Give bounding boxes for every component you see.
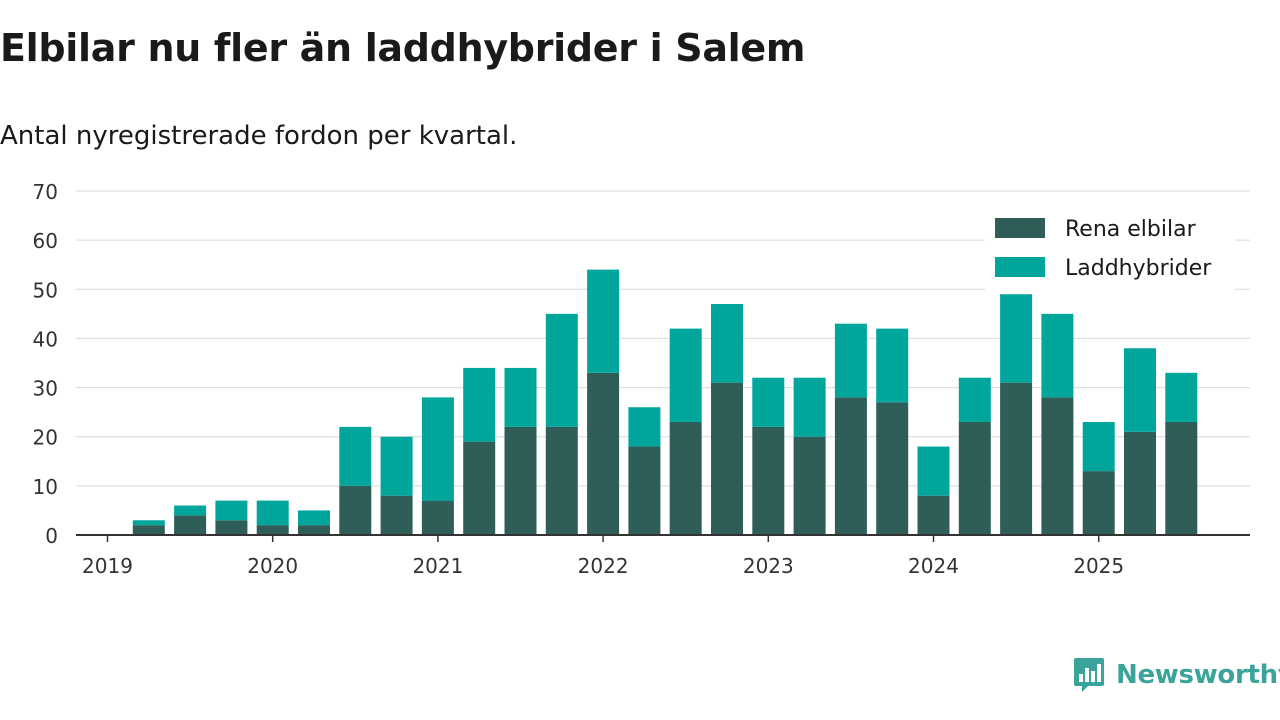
bar-rena-elbilar[interactable] bbox=[793, 436, 826, 535]
bar-rena-elbilar[interactable] bbox=[1082, 471, 1115, 535]
bar-laddhybrider[interactable] bbox=[1165, 372, 1198, 422]
bar-rena-elbilar[interactable] bbox=[1165, 421, 1198, 535]
legend: Rena elbilar Laddhybrider bbox=[985, 208, 1235, 290]
bar-laddhybrider[interactable] bbox=[256, 500, 289, 526]
bar-rena-elbilar[interactable] bbox=[504, 426, 537, 535]
y-tick-label: 20 bbox=[33, 426, 58, 450]
bar-laddhybrider[interactable] bbox=[669, 328, 702, 422]
bar-rena-elbilar[interactable] bbox=[1124, 431, 1156, 535]
bar-rena-elbilar[interactable] bbox=[958, 421, 991, 535]
x-tick-label: 2025 bbox=[1073, 554, 1124, 578]
bar-laddhybrider[interactable] bbox=[1082, 421, 1115, 472]
bar-laddhybrider[interactable] bbox=[958, 377, 991, 422]
newsworthy-logo-text: Newsworthy bbox=[1116, 660, 1280, 690]
x-tick-label: 2022 bbox=[578, 554, 629, 578]
bar-rena-elbilar[interactable] bbox=[711, 382, 743, 535]
bar-laddhybrider[interactable] bbox=[380, 436, 413, 496]
bar-rena-elbilar[interactable] bbox=[256, 525, 289, 535]
bar-laddhybrider[interactable] bbox=[711, 304, 743, 383]
bar-laddhybrider[interactable] bbox=[215, 500, 248, 521]
bar-rena-elbilar[interactable] bbox=[669, 421, 702, 535]
chart-subtitle: Antal nyregistrerade fordon per kvartal. bbox=[0, 121, 518, 151]
y-tick-label: 0 bbox=[45, 524, 58, 548]
bar-rena-elbilar[interactable] bbox=[917, 495, 950, 535]
y-tick-label: 10 bbox=[33, 475, 58, 499]
bar-laddhybrider[interactable] bbox=[587, 269, 620, 373]
y-tick-label: 70 bbox=[33, 180, 58, 204]
bar-rena-elbilar[interactable] bbox=[463, 441, 496, 535]
x-axis: 2019 2020 2021 2022 2023 2024 2025 bbox=[76, 534, 1250, 578]
newsworthy-logo[interactable]: Newsworthy bbox=[1072, 656, 1280, 694]
x-tick-label: 2021 bbox=[412, 554, 463, 578]
y-tick-label: 60 bbox=[33, 229, 58, 253]
bar-laddhybrider[interactable] bbox=[793, 377, 826, 437]
bar-rena-elbilar[interactable] bbox=[215, 520, 248, 535]
bar-laddhybrider[interactable] bbox=[834, 323, 867, 398]
bar-laddhybrider[interactable] bbox=[298, 510, 330, 526]
bar-laddhybrider[interactable] bbox=[339, 426, 372, 486]
legend-swatch bbox=[995, 257, 1045, 277]
bars bbox=[132, 269, 1198, 535]
bar-rena-elbilar[interactable] bbox=[298, 525, 330, 535]
bar-rena-elbilar[interactable] bbox=[174, 515, 207, 535]
legend-swatch bbox=[995, 218, 1045, 238]
bar-laddhybrider[interactable] bbox=[1041, 313, 1074, 398]
y-axis: 0 10 20 30 40 50 60 70 bbox=[33, 180, 58, 548]
bar-laddhybrider[interactable] bbox=[752, 377, 785, 427]
bar-rena-elbilar[interactable] bbox=[834, 397, 867, 535]
bar-rena-elbilar[interactable] bbox=[628, 446, 661, 535]
bar-laddhybrider[interactable] bbox=[545, 313, 578, 427]
x-tick-label: 2019 bbox=[82, 554, 133, 578]
x-tick-label: 2020 bbox=[247, 554, 298, 578]
bar-laddhybrider[interactable] bbox=[504, 367, 537, 427]
chart-title: Elbilar nu fler än laddhybrider i Salem bbox=[0, 26, 806, 70]
bar-laddhybrider[interactable] bbox=[132, 520, 165, 526]
bar-rena-elbilar[interactable] bbox=[1000, 382, 1033, 535]
bar-laddhybrider[interactable] bbox=[421, 397, 454, 501]
bar-rena-elbilar[interactable] bbox=[339, 485, 372, 535]
legend-label: Rena elbilar bbox=[1065, 217, 1197, 242]
bar-rena-elbilar[interactable] bbox=[421, 500, 454, 535]
bar-rena-elbilar[interactable] bbox=[545, 426, 578, 535]
bar-laddhybrider[interactable] bbox=[876, 328, 909, 403]
bar-laddhybrider[interactable] bbox=[463, 367, 496, 442]
x-tick-label: 2024 bbox=[908, 554, 959, 578]
bar-rena-elbilar[interactable] bbox=[132, 525, 165, 535]
y-tick-label: 40 bbox=[33, 327, 58, 351]
bar-rena-elbilar[interactable] bbox=[380, 495, 413, 535]
y-tick-label: 50 bbox=[33, 278, 58, 302]
y-tick-label: 30 bbox=[33, 377, 58, 401]
bar-rena-elbilar[interactable] bbox=[752, 426, 785, 535]
bar-laddhybrider[interactable] bbox=[174, 505, 207, 516]
bar-rena-elbilar[interactable] bbox=[876, 402, 909, 535]
bar-laddhybrider[interactable] bbox=[917, 446, 950, 496]
newsworthy-logo-icon bbox=[1074, 658, 1104, 692]
bar-rena-elbilar[interactable] bbox=[1041, 397, 1074, 535]
bar-rena-elbilar[interactable] bbox=[587, 372, 620, 535]
x-tick-label: 2023 bbox=[743, 554, 794, 578]
bar-laddhybrider[interactable] bbox=[628, 407, 661, 447]
bar-laddhybrider[interactable] bbox=[1124, 348, 1156, 432]
legend-label: Laddhybrider bbox=[1065, 256, 1212, 281]
bar-laddhybrider[interactable] bbox=[1000, 294, 1033, 383]
